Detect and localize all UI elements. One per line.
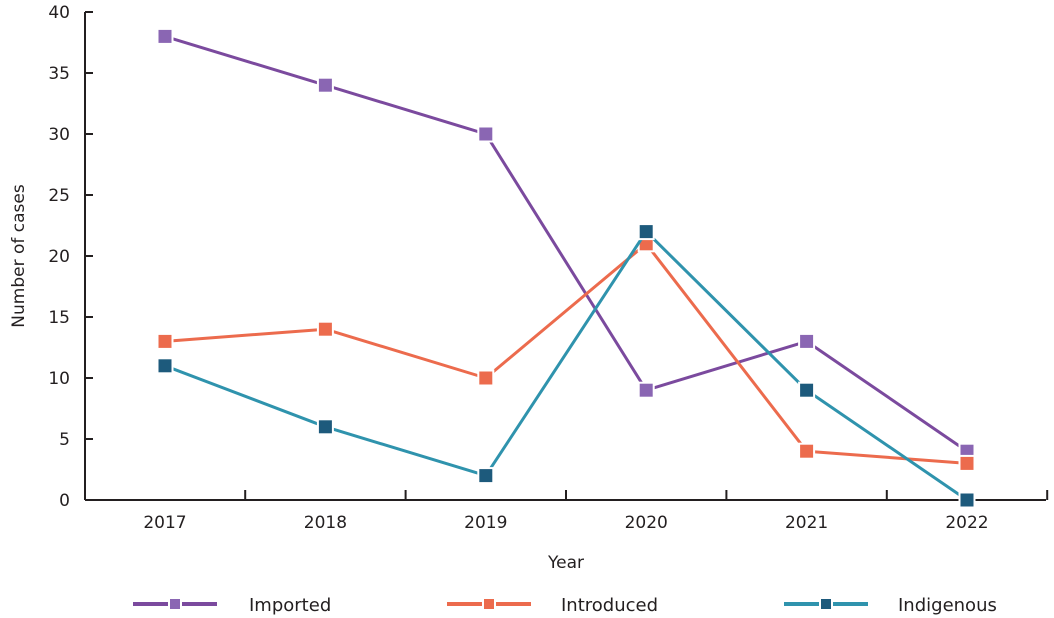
data-point-introduced bbox=[798, 442, 816, 460]
series-layer bbox=[156, 27, 976, 509]
data-point-imported bbox=[316, 76, 334, 94]
y-tick-label: 40 bbox=[48, 3, 70, 23]
legend-label: Introduced bbox=[561, 595, 658, 616]
legend: Imported Introduced Indigenous bbox=[133, 595, 997, 616]
legend-swatch-marker bbox=[819, 597, 833, 611]
series-imported bbox=[156, 27, 976, 460]
legend-label: Imported bbox=[249, 595, 331, 616]
series-line-indigenous bbox=[164, 230, 968, 502]
y-tick-label: 35 bbox=[48, 64, 70, 84]
data-point-imported bbox=[637, 381, 655, 399]
data-point-introduced bbox=[156, 332, 174, 350]
x-tick-label: 2022 bbox=[945, 513, 988, 533]
data-point-introduced bbox=[958, 454, 976, 472]
series-line-imported bbox=[164, 34, 968, 453]
y-tick-label: 10 bbox=[48, 369, 70, 389]
y-tick-label: 30 bbox=[48, 125, 70, 145]
data-point-indigenous bbox=[477, 467, 495, 485]
y-ticks: 0 5 10 15 20 25 30 35 40 bbox=[48, 3, 93, 511]
y-tick-label: 0 bbox=[59, 491, 70, 511]
legend-swatch-marker bbox=[482, 597, 496, 611]
data-point-introduced bbox=[316, 320, 334, 338]
x-tick-label: 2017 bbox=[143, 513, 186, 533]
data-point-imported bbox=[156, 27, 174, 45]
series-line-introduced bbox=[164, 242, 968, 465]
axes: 0 5 10 15 20 25 30 35 40 2017 2018 2019 2020 2021 202… bbox=[48, 3, 1049, 533]
data-point-introduced bbox=[477, 369, 495, 387]
y-axis-title: Number of cases bbox=[9, 184, 29, 328]
x-ticks: 2017 2018 2019 2020 2021 2022 bbox=[143, 490, 1049, 533]
legend-item-indigenous: Indigenous bbox=[784, 595, 997, 616]
x-tick-label: 2021 bbox=[785, 513, 828, 533]
y-tick-label: 5 bbox=[59, 430, 70, 450]
series-introduced bbox=[156, 235, 976, 472]
legend-label: Indigenous bbox=[898, 595, 997, 616]
y-tick-label: 25 bbox=[48, 186, 70, 206]
legend-item-imported: Imported bbox=[133, 595, 331, 616]
x-tick-label: 2019 bbox=[464, 513, 507, 533]
legend-item-introduced: Introduced bbox=[447, 595, 658, 616]
series-indigenous bbox=[156, 223, 976, 509]
x-tick-label: 2020 bbox=[625, 513, 668, 533]
data-point-indigenous bbox=[958, 491, 976, 509]
data-point-imported bbox=[798, 332, 816, 350]
x-tick-label: 2018 bbox=[304, 513, 347, 533]
data-point-indigenous bbox=[156, 357, 174, 375]
data-point-indigenous bbox=[798, 381, 816, 399]
x-axis-title: Year bbox=[547, 553, 584, 573]
legend-swatch-marker bbox=[168, 597, 182, 611]
data-point-indigenous bbox=[316, 418, 334, 436]
y-tick-label: 15 bbox=[48, 308, 70, 328]
y-tick-label: 20 bbox=[48, 247, 70, 267]
data-point-indigenous bbox=[637, 223, 655, 241]
data-point-imported bbox=[477, 125, 495, 143]
